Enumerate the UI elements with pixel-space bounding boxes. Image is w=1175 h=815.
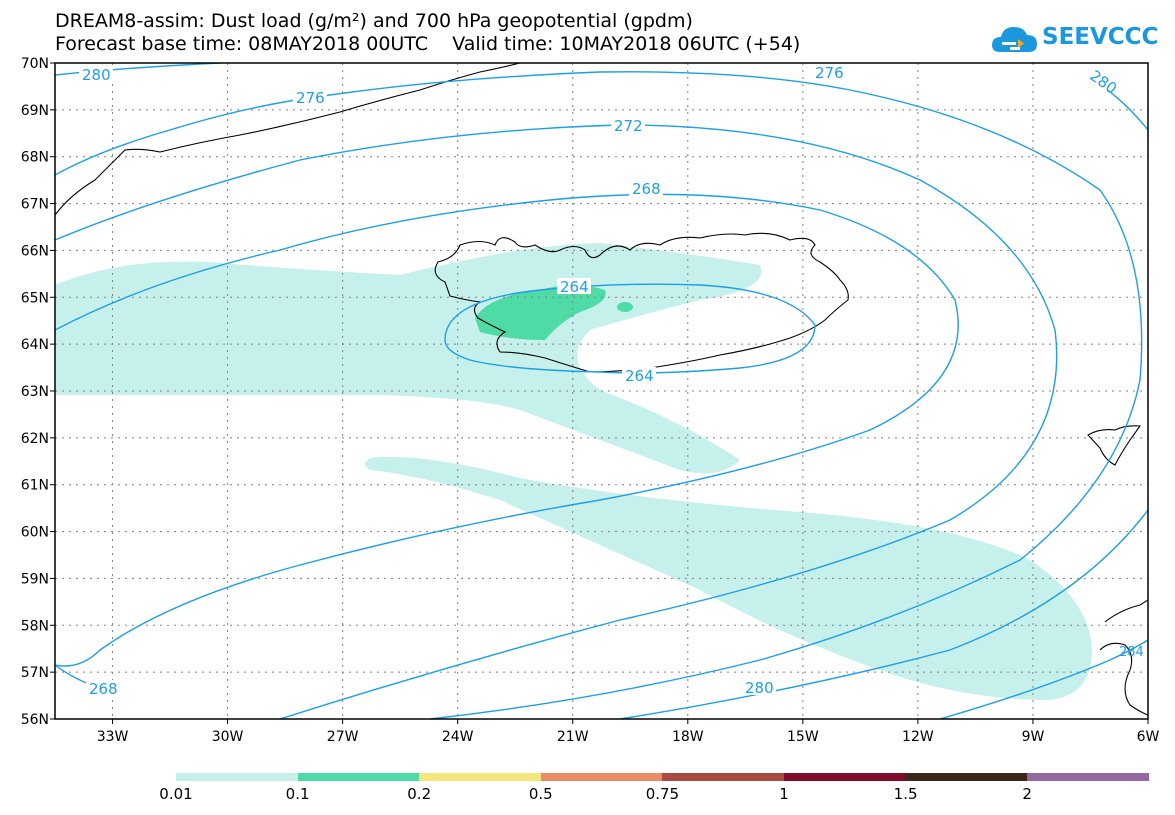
lon-label: 12W — [902, 729, 934, 745]
lon-label: 24W — [442, 729, 474, 745]
legend-swatch — [419, 773, 541, 781]
legend-swatch — [176, 773, 298, 781]
contour-label-280-ne: 280 — [1086, 67, 1120, 98]
legend-label: 2 — [1022, 785, 1032, 803]
contour-label-280-s: 280 — [745, 679, 774, 697]
seevccc-logo: SEEVCCC — [990, 22, 1160, 58]
dust-core — [475, 285, 606, 340]
legend-label: 1 — [779, 785, 789, 803]
lat-label: 56N — [21, 712, 49, 728]
scotland-coast — [1099, 599, 1148, 716]
legend-label: 1.5 — [893, 785, 918, 803]
lat-label: 63N — [21, 384, 49, 400]
contour-label-276-n: 276 — [296, 89, 325, 107]
lat-label: 65N — [21, 290, 49, 306]
lat-label: 69N — [21, 103, 49, 119]
legend-label: 0.2 — [407, 785, 432, 803]
contour-264 — [444, 283, 816, 374]
lat-label: 64N — [21, 337, 49, 353]
lon-label: 6W — [1137, 729, 1160, 745]
contour-268-inner — [55, 193, 959, 667]
map-subtitle: Forecast base time: 08MAY2018 00UTC Vali… — [55, 33, 801, 55]
lon-label: 21W — [557, 729, 589, 745]
dust-plume-west — [55, 243, 762, 474]
axis-ticks — [50, 62, 1149, 724]
legend-swatch — [784, 773, 906, 781]
contour-label-272: 272 — [614, 117, 643, 135]
logo-text: SEEVCCC — [1042, 24, 1159, 50]
lat-label: 67N — [21, 197, 49, 213]
lat-label: 57N — [21, 665, 49, 681]
lon-label: 33W — [97, 729, 129, 745]
contour-label-280-nw: 280 — [82, 66, 111, 84]
contour-280-nw — [55, 63, 221, 76]
contour-280-south — [619, 509, 1148, 719]
lon-label: 30W — [212, 729, 244, 745]
lon-label: 27W — [327, 729, 359, 745]
legend-swatch — [662, 773, 784, 781]
contour-label-264-s: 264 — [625, 367, 654, 385]
greenland-coast — [55, 63, 521, 216]
lat-label: 62N — [21, 431, 49, 447]
legend-label: 0.1 — [285, 785, 310, 803]
lat-label: 66N — [21, 243, 49, 259]
lon-label: 15W — [787, 729, 819, 745]
map-title: DREAM8-assim: Dust load (g/m²) and 700 h… — [55, 10, 693, 32]
contour-label-268-n: 268 — [632, 180, 661, 198]
lat-label: 61N — [21, 478, 49, 494]
latitude-labels: 70N 69N 68N 67N 66N 65N 64N 63N 62N 61N 60N 59N 58N 5… — [21, 56, 49, 728]
contour-label-276-ne: 276 — [815, 64, 844, 82]
lat-label: 70N — [21, 56, 49, 72]
legend-swatch — [540, 773, 663, 781]
legend-label: 0.5 — [528, 785, 553, 803]
longitude-labels: 33W 30W 27W 24W 21W 18W 15W 12W 9W 6W — [97, 729, 1160, 745]
contour-272 — [55, 124, 1058, 719]
lat-label: 59N — [21, 571, 49, 587]
coastlines — [55, 63, 1148, 716]
faroe-coast — [1087, 425, 1142, 466]
legend-swatch — [905, 773, 1028, 781]
legend-swatch — [297, 773, 420, 781]
lat-label: 58N — [21, 618, 49, 634]
legend-label: 0.75 — [645, 785, 680, 803]
lon-label: 9W — [1022, 729, 1045, 745]
legend-label: 0.01 — [159, 785, 193, 803]
lat-label: 60N — [21, 525, 49, 541]
contour-label-264-n: 264 — [560, 278, 589, 296]
legend-swatch — [1027, 773, 1149, 781]
contour-284 — [939, 639, 1148, 719]
lon-label: 18W — [672, 729, 704, 745]
dust-spot — [617, 302, 633, 312]
lat-label: 68N — [21, 150, 49, 166]
contour-label-268-sw: 268 — [89, 680, 118, 698]
contour-label-284: 284 — [1119, 645, 1144, 660]
iceland-coast — [434, 232, 849, 373]
cloud-logo-icon — [992, 27, 1037, 52]
